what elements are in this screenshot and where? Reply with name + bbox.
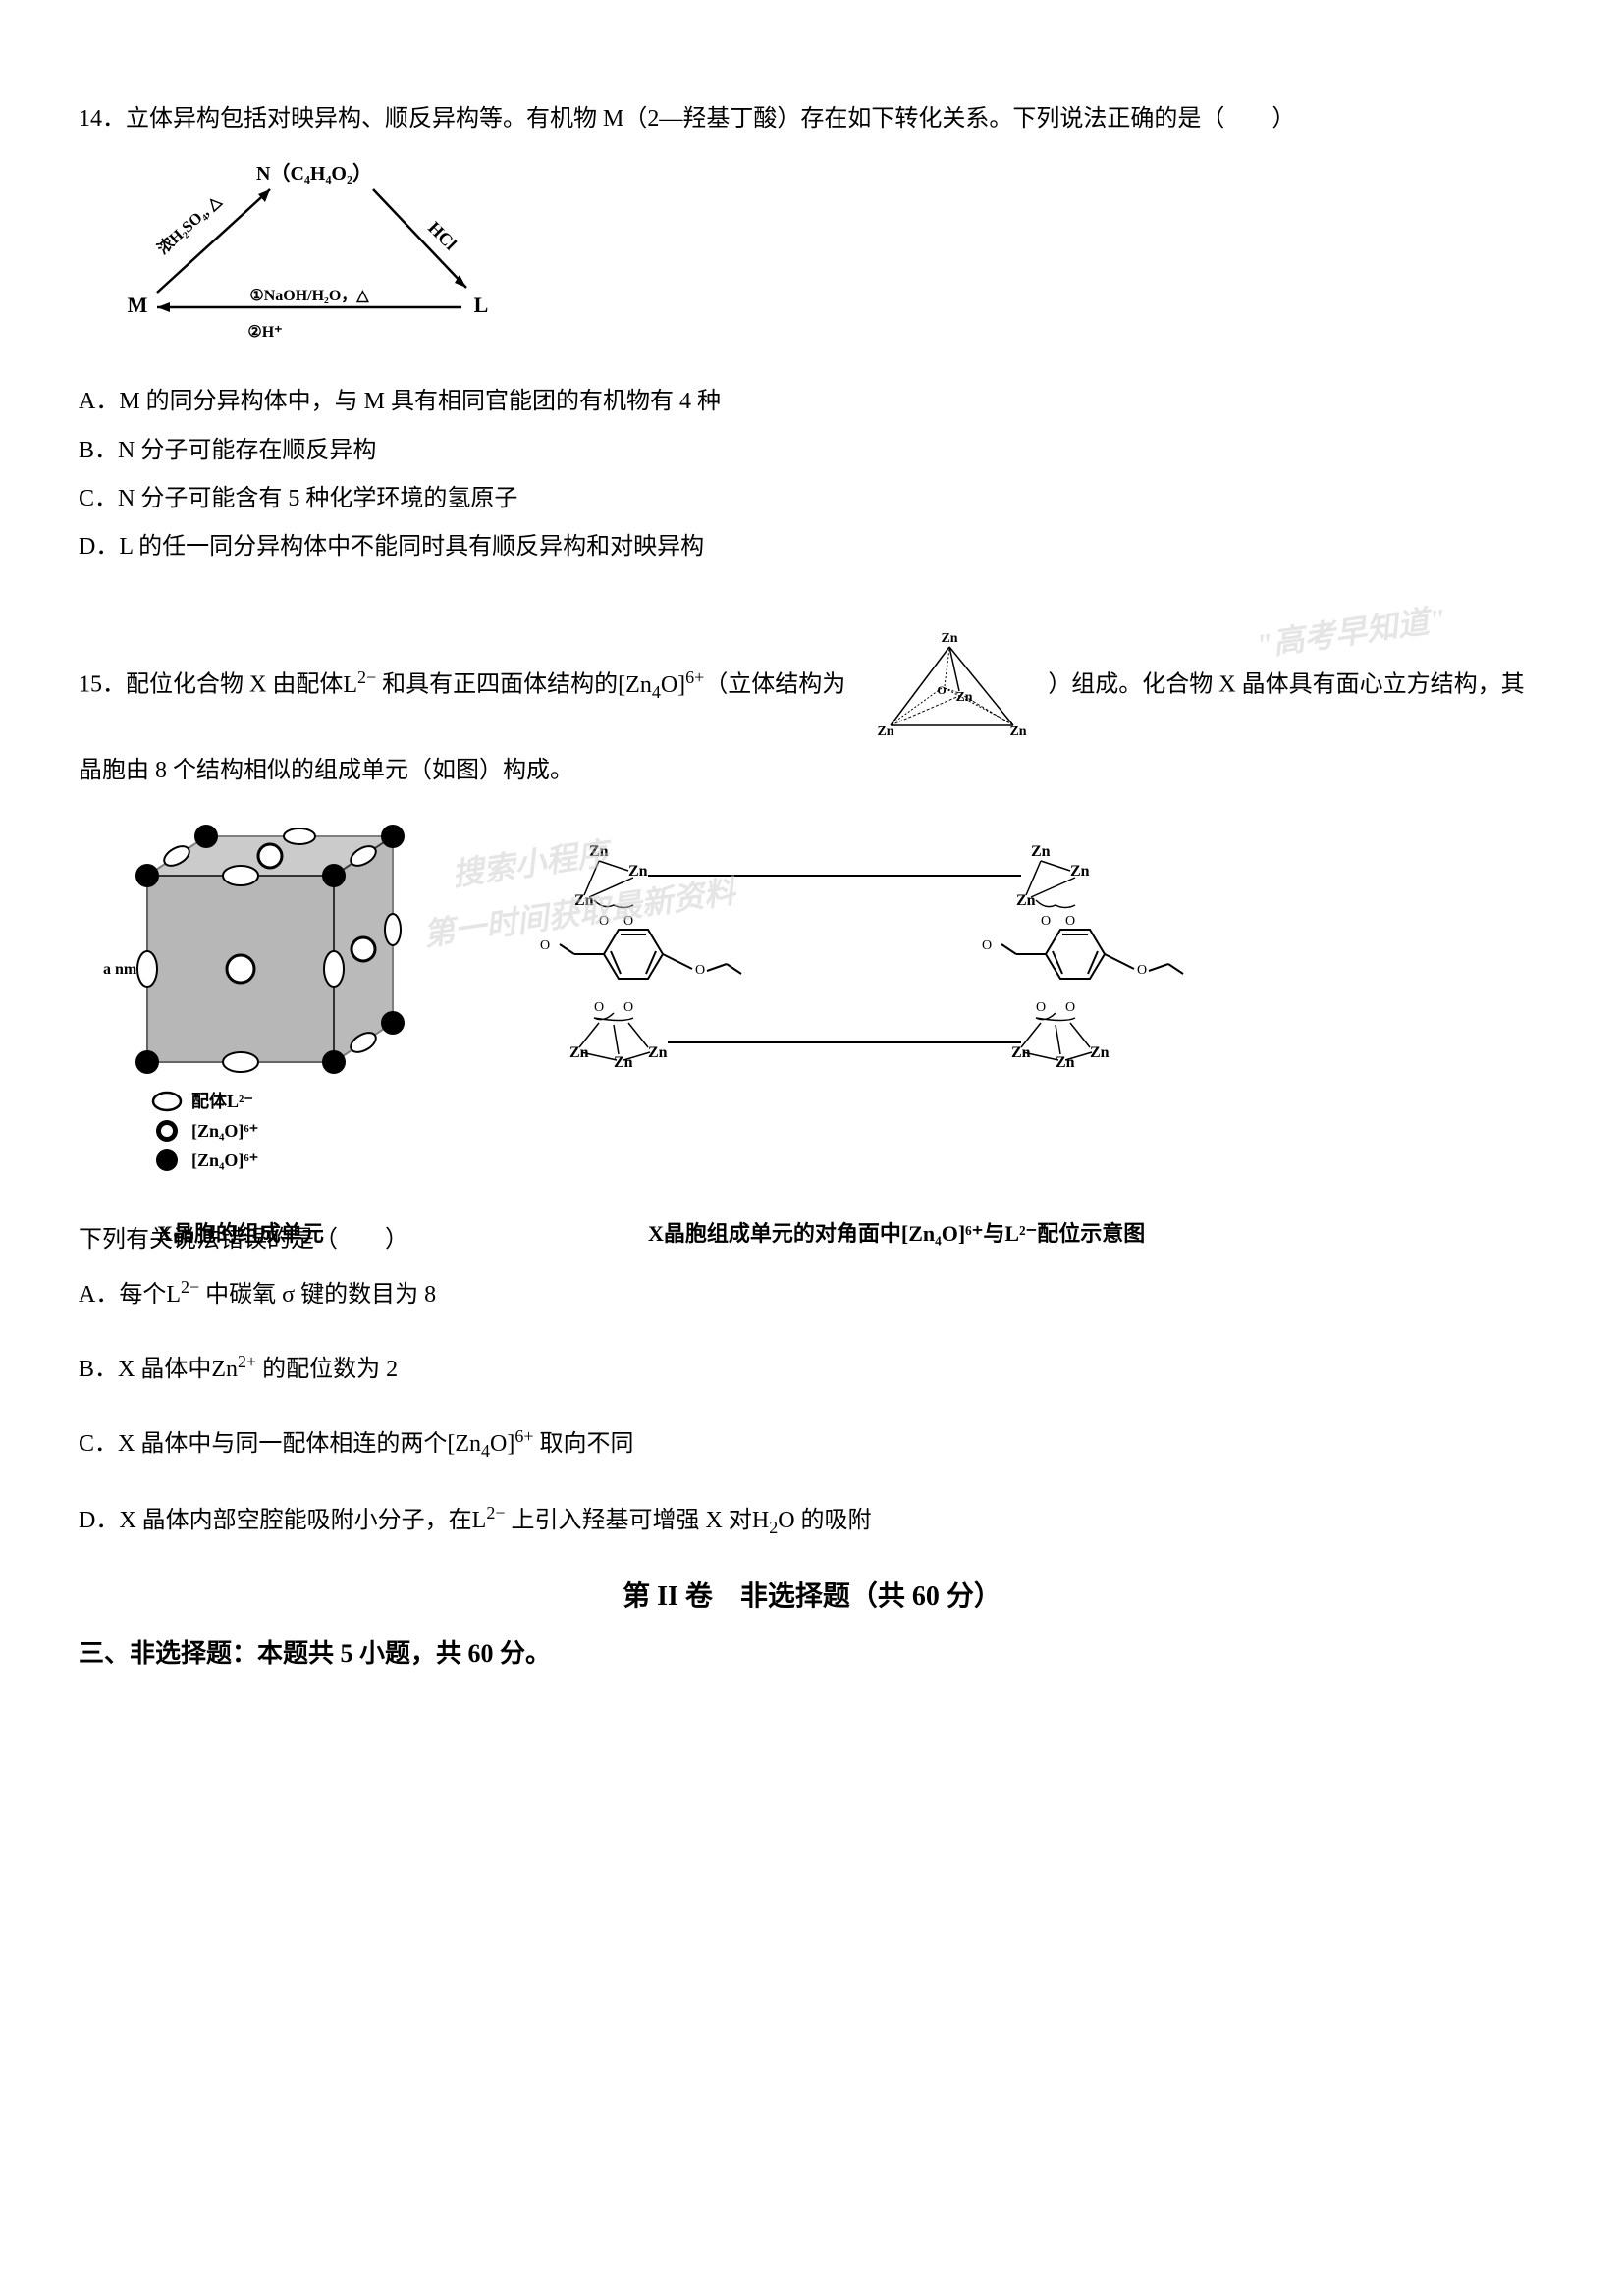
- unit-cell-cube: a nm: [103, 825, 405, 1074]
- svg-text:O: O: [1137, 963, 1147, 978]
- q15-zno-formula: [Zn4O]6+: [618, 672, 704, 698]
- svg-text:O: O: [623, 1000, 633, 1015]
- svg-text:Zn: Zn: [1056, 1054, 1075, 1071]
- caption-left: X晶胞的组成单元: [157, 1214, 452, 1254]
- section-header: 第 II 卷 非选择题（共 60 分）: [79, 1573, 1545, 1622]
- q15-text-2: 和具有正四面体结构的: [376, 672, 618, 698]
- svg-text:[Zn₄O]⁶⁺: [Zn₄O]⁶⁺: [191, 1121, 258, 1141]
- edge-bottom-label-1: ①NaOH/H₂O，△: [249, 288, 369, 304]
- svg-text:配体L²⁻: 配体L²⁻: [191, 1091, 253, 1111]
- svg-text:O: O: [1065, 1000, 1075, 1015]
- q15-options: A．每个L2− 中碳氧 σ 键的数目为 8 B．X 晶体中Zn2+ 的配位数为 …: [79, 1271, 1545, 1543]
- watermark-1: "高考早知道": [1252, 585, 1451, 680]
- q14-option-b: B．N 分子可能存在顺反异构: [79, 430, 1545, 472]
- triangle-reaction-diagram: N（C₄H₄O₂） M L 浓H₂SO₄, △ HCl ①NaOH/H₂O，△ …: [98, 155, 540, 351]
- svg-text:O: O: [1065, 914, 1075, 929]
- q15-text-3: （立体结构为: [704, 672, 845, 698]
- svg-text:Zn: Zn: [628, 863, 648, 880]
- molecular-structure: Zn Zn Zn O O O O: [540, 843, 1183, 1071]
- svg-text:Zn: Zn: [942, 631, 958, 646]
- q15-number: 15．: [79, 672, 126, 698]
- crystal-captions: X晶胞的组成单元 X晶胞组成单元的对角面中[Zn₄O]⁶⁺与L²⁻配位示意图: [79, 1214, 1502, 1254]
- svg-text:a nm: a nm: [103, 961, 137, 978]
- q14-option-d: D．L 的任一同分异构体中不能同时具有顺反异构和对映异构: [79, 526, 1545, 568]
- q15-crystal-diagram: a nm 配体L²⁻ [Zn₄O]⁶⁺ [Zn₄O]⁶⁺ Zn Zn Zn: [79, 817, 1502, 1190]
- svg-text:Zn: Zn: [878, 724, 894, 739]
- svg-text:O: O: [594, 1000, 604, 1015]
- q15-text-1: 配位化合物 X 由配体: [126, 672, 343, 698]
- svg-text:Zn: Zn: [648, 1044, 668, 1061]
- crystal-legend: 配体L²⁻ [Zn₄O]⁶⁺ [Zn₄O]⁶⁺: [153, 1091, 258, 1171]
- svg-text:O: O: [695, 963, 705, 978]
- svg-text:Zn: Zn: [589, 843, 609, 860]
- svg-text:Zn: Zn: [1070, 863, 1090, 880]
- svg-text:Zn: Zn: [614, 1054, 633, 1071]
- q14-stem: 14．立体异构包括对映异构、顺反异构等。有机物 M（2—羟基丁酸）存在如下转化关…: [79, 98, 1545, 140]
- q15-option-a: A．每个L2− 中碳氧 σ 键的数目为 8: [79, 1271, 1545, 1316]
- q14-option-c: C．N 分子可能含有 5 种化学环境的氢原子: [79, 478, 1545, 520]
- q14-text: 立体异构包括对映异构、顺反异构等。有机物 M（2—羟基丁酸）存在如下转化关系。下…: [126, 106, 1295, 132]
- svg-text:Zn: Zn: [1010, 724, 1027, 739]
- q15-option-b: B．X 晶体中Zn2+ 的配位数为 2: [79, 1346, 1545, 1391]
- edge-bottom-label-2: ②H⁺: [247, 324, 282, 341]
- caption-right: X晶胞组成单元的对角面中[Zn₄O]⁶⁺与L²⁻配位示意图: [648, 1214, 1145, 1254]
- q14-option-a: A．M 的同分异构体中，与 M 具有相同官能团的有机物有 4 种: [79, 381, 1545, 423]
- node-l-label: L: [474, 293, 489, 317]
- edge-left-label: 浓H₂SO₄, △: [154, 192, 225, 258]
- svg-text:O: O: [982, 938, 992, 953]
- q15-stem: 15．配位化合物 X 由配体L2− 和具有正四面体结构的[Zn4O]6+（立体结…: [79, 627, 1545, 797]
- q14-diagram: N（C₄H₄O₂） M L 浓H₂SO₄, △ HCl ①NaOH/H₂O，△ …: [79, 155, 1545, 366]
- tetrahedron-icon: Zn Zn Zn Zn O: [851, 627, 1048, 745]
- svg-text:O: O: [1041, 914, 1051, 929]
- node-n-label: N（C₄H₄O₂）: [256, 162, 372, 185]
- q14-number: 14．: [79, 106, 126, 132]
- svg-text:O: O: [599, 914, 609, 929]
- q15-option-c: C．X 晶体中与同一配体相连的两个[Zn4O]6+ 取向不同: [79, 1420, 1545, 1467]
- svg-text:[Zn₄O]⁶⁺: [Zn₄O]⁶⁺: [191, 1150, 258, 1170]
- q14-options: A．M 的同分异构体中，与 M 具有相同官能团的有机物有 4 种 B．N 分子可…: [79, 381, 1545, 568]
- svg-text:O: O: [1036, 1000, 1046, 1015]
- q15-ligand-formula: L2−: [343, 672, 376, 698]
- node-m-label: M: [128, 293, 148, 317]
- svg-text:Zn: Zn: [1031, 843, 1051, 860]
- svg-text:O: O: [540, 938, 550, 953]
- subsection-header: 三、非选择题：本题共 5 小题，共 60 分。: [79, 1631, 1545, 1678]
- q15-option-d: D．X 晶体内部空腔能吸附小分子，在L2− 上引入羟基可增强 X 对H2O 的吸…: [79, 1497, 1545, 1543]
- svg-text:Zn: Zn: [956, 690, 973, 705]
- svg-text:Zn: Zn: [1090, 1044, 1110, 1061]
- svg-text:O: O: [623, 914, 633, 929]
